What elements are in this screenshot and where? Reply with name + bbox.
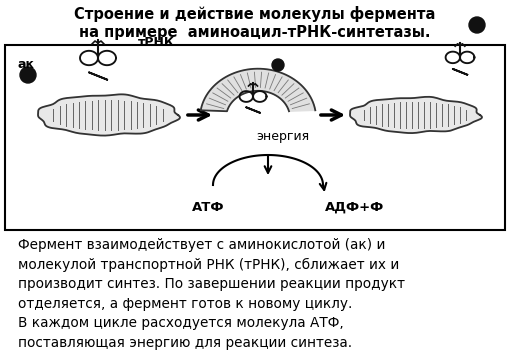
- Polygon shape: [349, 97, 481, 133]
- Text: энергия: энергия: [256, 130, 309, 143]
- Polygon shape: [38, 95, 180, 136]
- Circle shape: [271, 59, 284, 71]
- Text: на примере  аминоацил-тРНК-синтетазы.: на примере аминоацил-тРНК-синтетазы.: [79, 24, 430, 40]
- Text: Строение и действие молекулы фермента: Строение и действие молекулы фермента: [74, 6, 435, 22]
- Circle shape: [468, 17, 484, 33]
- Bar: [5, 45, 504, 230]
- Text: ак: ак: [18, 58, 35, 72]
- Text: АТФ: АТФ: [191, 201, 224, 214]
- Text: Фермент взаимодействует с аминокислотой (ак) и
молекулой транспортной РНК (тРНК): Фермент взаимодействует с аминокислотой …: [18, 238, 404, 350]
- Text: тРНК: тРНК: [138, 36, 175, 50]
- Polygon shape: [201, 69, 315, 111]
- Text: АДФ+Ф: АДФ+Ф: [325, 201, 384, 214]
- Circle shape: [20, 67, 36, 83]
